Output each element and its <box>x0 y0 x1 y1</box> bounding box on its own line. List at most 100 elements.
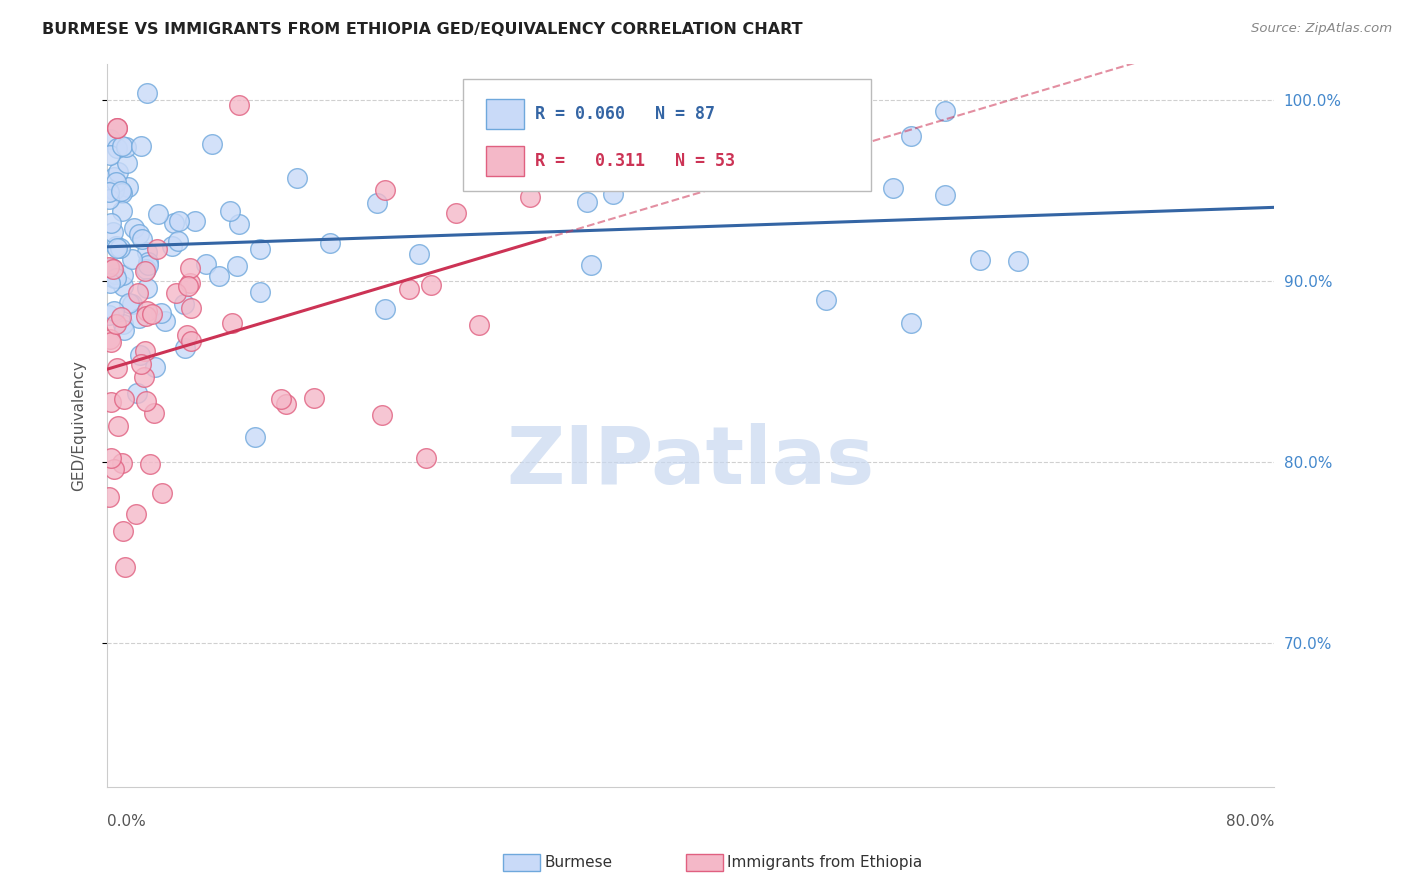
Point <box>114 560 136 574</box>
Point <box>180 334 202 348</box>
Point <box>371 408 394 422</box>
Text: 0.0%: 0.0% <box>107 814 146 830</box>
Text: BURMESE VS IMMIGRANTS FROM ETHIOPIA GED/EQUIVALENCY CORRELATION CHART: BURMESE VS IMMIGRANTS FROM ETHIOPIA GED/… <box>42 22 803 37</box>
Point <box>176 328 198 343</box>
Point <box>98 185 121 199</box>
Point <box>134 344 156 359</box>
Point <box>112 323 135 337</box>
FancyBboxPatch shape <box>463 78 872 191</box>
Point <box>408 247 430 261</box>
Point <box>125 507 148 521</box>
Point <box>208 268 231 283</box>
Point <box>103 169 125 184</box>
Text: Immigrants from Ethiopia: Immigrants from Ethiopia <box>727 855 922 870</box>
Point <box>143 360 166 375</box>
Point <box>150 485 173 500</box>
Point <box>270 392 292 406</box>
Point <box>111 186 134 201</box>
Point <box>110 310 132 324</box>
Point <box>110 138 132 153</box>
Point <box>131 232 153 246</box>
Point <box>128 227 150 241</box>
Point <box>103 262 125 277</box>
Point <box>165 286 187 301</box>
Point <box>97 490 120 504</box>
Point <box>415 450 437 465</box>
Point <box>105 141 128 155</box>
Point <box>374 183 396 197</box>
Point <box>110 184 132 198</box>
Point <box>129 357 152 371</box>
Point <box>575 194 598 209</box>
Point <box>149 306 172 320</box>
Point <box>107 419 129 434</box>
Point <box>100 216 122 230</box>
Point <box>814 293 837 307</box>
Point <box>97 260 120 275</box>
Point <box>103 183 125 197</box>
Point <box>136 281 159 295</box>
Point <box>515 84 537 98</box>
Point <box>135 303 157 318</box>
Point <box>134 263 156 277</box>
Point <box>135 309 157 323</box>
Point <box>564 157 586 171</box>
Point <box>117 179 139 194</box>
Point <box>135 394 157 409</box>
Point <box>934 188 956 202</box>
Point <box>139 458 162 472</box>
Point <box>100 260 122 275</box>
Point <box>302 391 325 405</box>
Point <box>138 255 160 269</box>
Point <box>103 303 125 318</box>
Point <box>108 241 131 255</box>
Point <box>173 297 195 311</box>
Point <box>1007 253 1029 268</box>
Point <box>226 259 249 273</box>
Point <box>105 241 128 255</box>
Point <box>243 429 266 443</box>
Point <box>163 216 186 230</box>
Point <box>228 97 250 112</box>
Point <box>98 332 121 346</box>
Point <box>519 190 541 204</box>
Point <box>115 140 138 154</box>
Point <box>125 385 148 400</box>
Point <box>111 456 134 470</box>
Point <box>135 261 157 276</box>
Point <box>180 301 202 315</box>
Point <box>969 252 991 267</box>
Point <box>98 148 121 162</box>
Point <box>146 207 169 221</box>
Point <box>194 257 217 271</box>
Point <box>112 318 135 332</box>
Point <box>105 120 128 135</box>
Point <box>136 245 159 260</box>
Point <box>218 203 240 218</box>
Point <box>602 187 624 202</box>
Point <box>249 285 271 300</box>
FancyBboxPatch shape <box>486 99 523 129</box>
Point <box>101 225 124 239</box>
Point <box>122 221 145 235</box>
Point <box>179 261 201 276</box>
Text: Burmese: Burmese <box>544 855 612 870</box>
Point <box>474 171 496 186</box>
Point <box>103 271 125 285</box>
Point <box>276 397 298 411</box>
Point <box>141 307 163 321</box>
Point <box>104 267 127 281</box>
Point <box>201 137 224 152</box>
Point <box>398 283 420 297</box>
Point <box>105 271 128 285</box>
Point <box>100 276 122 290</box>
Point <box>444 206 467 220</box>
Point <box>115 156 138 170</box>
Point <box>98 132 121 146</box>
Point <box>167 234 190 248</box>
Point <box>97 268 120 283</box>
Point <box>221 316 243 330</box>
Point <box>128 348 150 362</box>
Point <box>104 175 127 189</box>
Point <box>374 301 396 316</box>
